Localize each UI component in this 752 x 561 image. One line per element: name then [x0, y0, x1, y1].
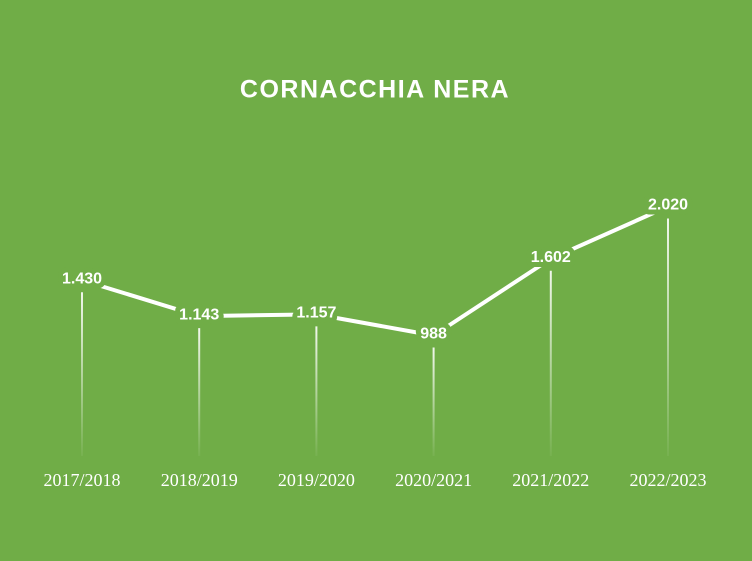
x-tick-label: 2019/2020 [278, 470, 355, 490]
data-line [81, 204, 669, 338]
x-tick-label: 2018/2019 [161, 470, 238, 490]
x-tick-label: 2020/2021 [395, 470, 472, 490]
drop-line [315, 326, 318, 456]
x-tick-label: 2022/2023 [629, 470, 706, 490]
drop-line [667, 218, 669, 456]
data-label: 1.157 [296, 305, 336, 322]
data-label: 1.602 [531, 249, 571, 266]
drop-line [81, 292, 83, 456]
data-label: 988 [420, 326, 447, 343]
drop-line [549, 270, 552, 456]
data-label: 1.143 [179, 306, 219, 323]
data-label: 1.430 [62, 270, 102, 287]
drop-line [198, 328, 201, 456]
chart-title: CORNACCHIA NERA [240, 76, 510, 104]
x-tick-label: 2021/2022 [512, 470, 589, 490]
drop-line [432, 347, 435, 456]
data-label: 2.020 [648, 197, 688, 214]
x-tick-label: 2017/2018 [43, 470, 120, 490]
